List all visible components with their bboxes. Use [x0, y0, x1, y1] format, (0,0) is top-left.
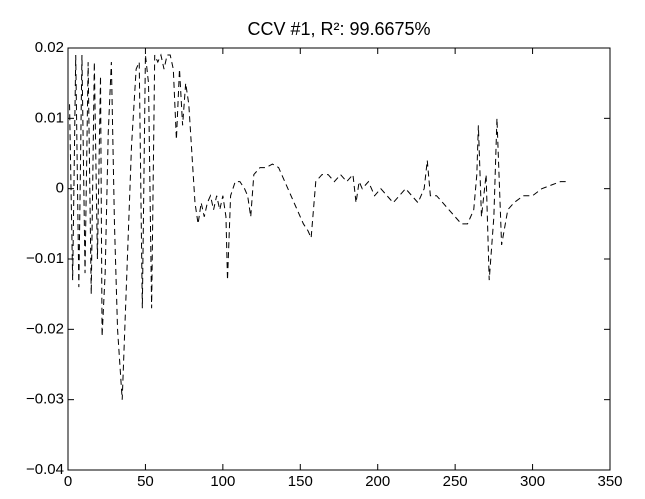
x-tick-label: 300	[520, 473, 545, 490]
y-tick-label: 0.01	[35, 109, 64, 126]
x-tick-label: 100	[210, 473, 235, 490]
x-tick-label: 200	[365, 473, 390, 490]
x-tick-label: 350	[597, 473, 622, 490]
x-tick-label: 250	[443, 473, 468, 490]
y-tick-label: 0.02	[35, 39, 64, 56]
x-tick-label: 50	[137, 473, 154, 490]
y-tick-label: −0.01	[26, 250, 64, 267]
chart-title: CCV #1, R²: 99.6675%	[247, 19, 430, 39]
data-line	[69, 53, 567, 400]
x-tick-label: 0	[64, 473, 72, 490]
y-tick-label: −0.03	[26, 391, 64, 408]
y-tick-label: −0.04	[26, 461, 64, 478]
y-tick-label: −0.02	[26, 320, 64, 337]
x-tick-label: 150	[288, 473, 313, 490]
y-tick-label: 0	[56, 180, 64, 197]
